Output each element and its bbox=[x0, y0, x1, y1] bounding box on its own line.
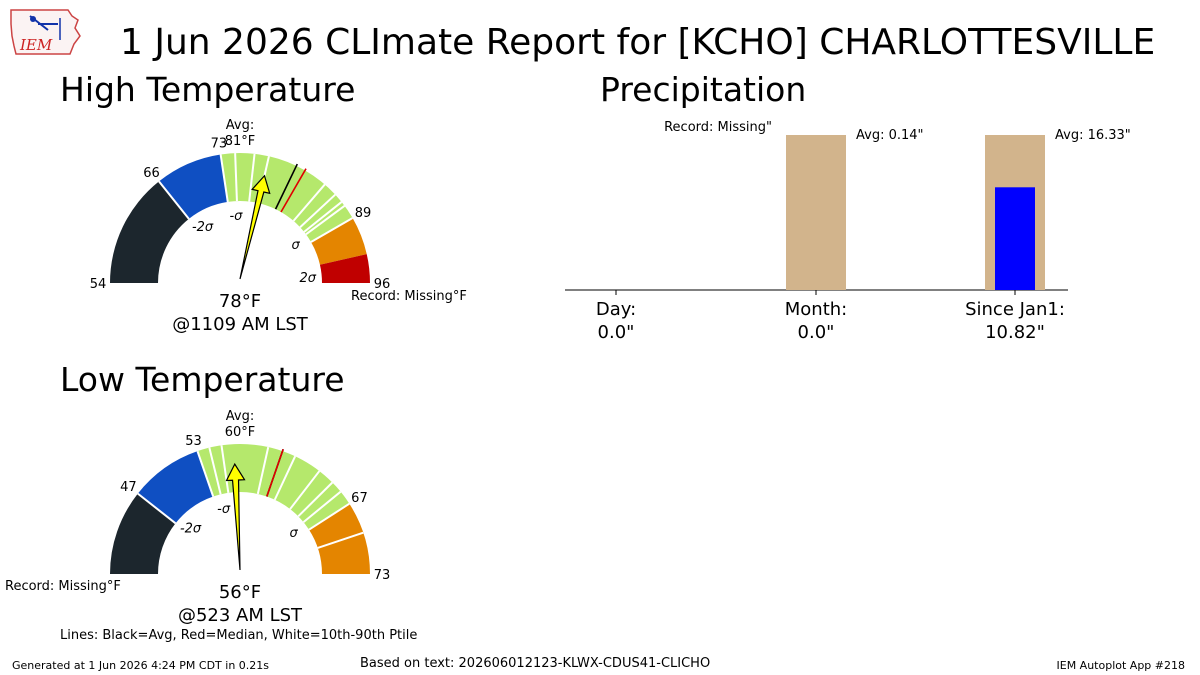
high-observed-value: 78°F bbox=[219, 291, 261, 312]
based-on-footer: Based on text: 202606012123-KLWX-CDUS41-… bbox=[360, 656, 711, 671]
low-sigma-label: σ bbox=[290, 526, 299, 541]
high-percentile-line-4 bbox=[299, 193, 336, 228]
precip-observed-label: 0.0" bbox=[598, 322, 635, 343]
precip-observed-label: 10.82" bbox=[985, 322, 1045, 343]
low-gauge-band-0 bbox=[110, 493, 176, 574]
low-sigma-label: -σ bbox=[217, 502, 231, 517]
high-sigma-label: 2σ bbox=[299, 271, 316, 286]
high-threshold-label: 66 bbox=[143, 166, 160, 181]
low-threshold-label: 47 bbox=[120, 480, 137, 495]
low-threshold-label: 73 bbox=[374, 568, 391, 583]
low-avg-value: 60°F bbox=[225, 425, 256, 440]
low-percentile-line-1 bbox=[220, 445, 230, 493]
high-percentile-line-9 bbox=[310, 217, 354, 243]
high-gauge-band-3 bbox=[311, 218, 367, 265]
low-threshold-label: 67 bbox=[351, 491, 368, 506]
low-sigma-label: -2σ bbox=[180, 521, 202, 536]
high-threshold-label: 89 bbox=[355, 206, 372, 221]
high-threshold-label: 96 bbox=[374, 277, 391, 292]
high-percentile-line-5 bbox=[303, 201, 343, 233]
high-percentile-line-6 bbox=[305, 204, 346, 236]
precip-category-label: Day: bbox=[596, 299, 636, 320]
high-needle bbox=[239, 174, 271, 280]
precip-observed-bar-2 bbox=[995, 187, 1035, 290]
low-observed-value: 56°F bbox=[219, 582, 261, 603]
low-percentile-line-6 bbox=[302, 490, 342, 523]
high-observed-time: @1109 AM LST bbox=[172, 314, 309, 335]
iem-logo: IEM bbox=[8, 6, 84, 62]
low-record-label: Record: Missing°F bbox=[5, 579, 121, 594]
low-percentile-line-2 bbox=[256, 446, 270, 495]
precip-month-avg-annotation: Avg: 0.14" bbox=[856, 128, 924, 143]
high-sigma-label: -2σ bbox=[192, 220, 214, 235]
precip-observed-label: 0.0" bbox=[798, 322, 835, 343]
low-percentile-line-7 bbox=[317, 531, 364, 549]
low-temp-section-title: Low Temperature bbox=[60, 360, 345, 399]
generated-footer: Generated at 1 Jun 2026 4:24 PM CDT in 0… bbox=[12, 659, 270, 672]
low-gauge-band-1 bbox=[137, 451, 214, 524]
precip-section-title: Precipitation bbox=[600, 70, 807, 109]
high-threshold-label: 54 bbox=[90, 277, 107, 292]
high-percentile-line-7 bbox=[158, 180, 190, 220]
high-avg-label: Avg: bbox=[226, 118, 254, 133]
low-median-line bbox=[266, 448, 284, 497]
app-footer: IEM Autoplot App #218 bbox=[1056, 659, 1186, 672]
low-percentile-line-9 bbox=[196, 450, 215, 497]
high-percentile-line-3 bbox=[292, 183, 326, 222]
precip-ytd-avg-annotation: Avg: 16.33" bbox=[1055, 128, 1131, 143]
high-gauge-band-4 bbox=[319, 254, 370, 283]
low-percentile-line-5 bbox=[297, 481, 334, 518]
low-percentile-line-3 bbox=[273, 455, 297, 501]
precip-avg-bar-1 bbox=[786, 135, 846, 290]
high-avg-line bbox=[274, 163, 298, 210]
low-percentile-line-4 bbox=[289, 470, 321, 510]
lines-legend-note: Lines: Black=Avg, Red=Median, White=10th… bbox=[60, 628, 418, 643]
high-gauge-band-0 bbox=[110, 181, 189, 283]
precip-category-label: Month: bbox=[785, 299, 847, 320]
low-needle bbox=[225, 462, 246, 571]
high-threshold-label: 73 bbox=[211, 137, 228, 152]
report-title: 1 Jun 2026 CLImate Report for [KCHO] CHA… bbox=[120, 22, 1156, 63]
precip-record-annotation: Record: Missing" bbox=[664, 120, 772, 135]
low-avg-label: Avg: bbox=[226, 409, 254, 424]
low-percentile-line-8 bbox=[137, 492, 177, 525]
high-temp-section-title: High Temperature bbox=[60, 70, 356, 109]
logo-text: IEM bbox=[19, 36, 53, 54]
high-percentile-line-1 bbox=[248, 153, 256, 202]
low-percentile-line-10 bbox=[308, 502, 350, 531]
high-median-line bbox=[280, 168, 307, 213]
high-percentile-line-8 bbox=[219, 154, 229, 203]
high-avg-value: 81°F bbox=[225, 134, 256, 149]
high-record-label: Record: Missing°F bbox=[351, 289, 467, 304]
low-observed-time: @523 AM LST bbox=[178, 605, 303, 626]
low-threshold-label: 53 bbox=[185, 434, 202, 449]
high-percentile-line-0 bbox=[234, 153, 238, 202]
low-percentile-line-0 bbox=[208, 447, 222, 495]
precip-category-label: Since Jan1: bbox=[965, 299, 1065, 320]
low-gauge-band-3 bbox=[308, 503, 370, 574]
high-sigma-label: σ bbox=[291, 238, 300, 253]
high-sigma-label: -σ bbox=[229, 209, 243, 224]
